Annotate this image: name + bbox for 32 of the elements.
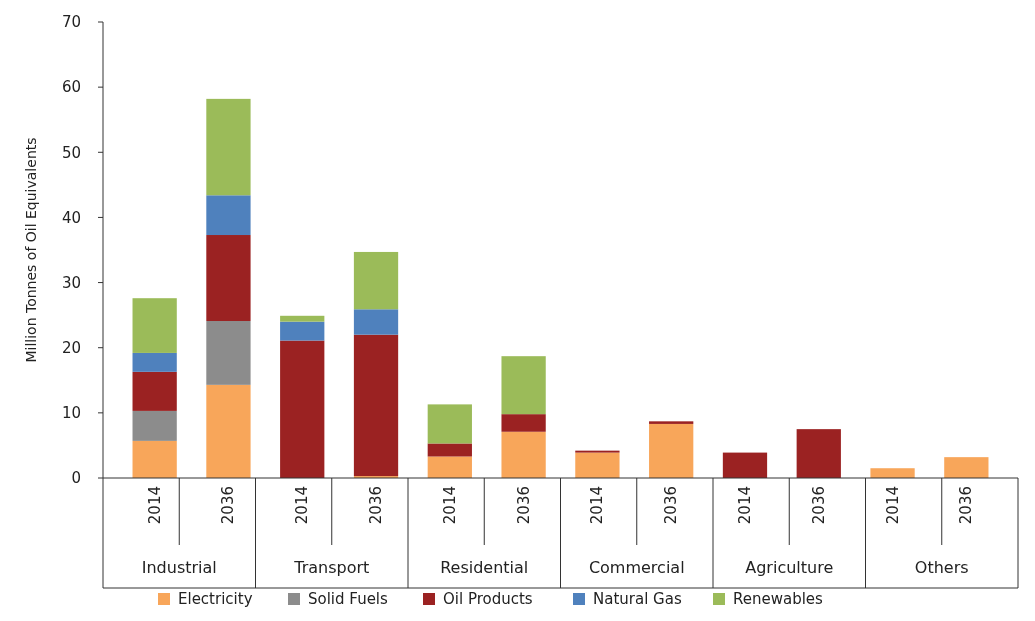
y-tick-label: 60	[61, 78, 81, 97]
text: Others	[914, 558, 969, 577]
legend-label: Natural Gas	[593, 590, 682, 609]
y-tick-label: 50	[61, 143, 81, 162]
text: Transport	[293, 558, 370, 577]
y-tick-label: 70	[61, 13, 81, 32]
legend-label: Electricity	[178, 590, 253, 609]
x-tick-label: 2036	[957, 486, 976, 525]
x-tick-label: 2014	[440, 486, 459, 525]
x-tick-label: 2014	[293, 486, 312, 525]
legend-label: Oil Products	[443, 590, 533, 609]
x-tick-label: 2036	[219, 486, 238, 525]
legend-label: Renewables	[733, 590, 824, 609]
text: Agriculture	[745, 558, 834, 577]
x-tick-label: 2014	[883, 486, 902, 525]
x-tick-label: 2036	[367, 486, 386, 525]
x-tick-label: 2014	[588, 486, 607, 525]
x-tick-label: 2014	[145, 486, 164, 525]
x-tick-label: 2036	[809, 486, 828, 525]
text: Residential	[440, 558, 529, 577]
x-tick-label: 2014	[735, 486, 754, 525]
y-tick-label: 0	[71, 469, 81, 488]
y-axis-title: Million Tonnes of Oil Equivalents	[23, 137, 39, 363]
y-tick-label: 40	[61, 208, 81, 227]
x-tick-label: 2036	[662, 486, 681, 525]
text: Industrial	[141, 558, 217, 577]
y-tick-label: 30	[61, 273, 81, 292]
x-tick-label: 2036	[514, 486, 533, 525]
legend-label: Solid Fuels	[308, 590, 389, 609]
y-tick-label: 10	[61, 404, 81, 423]
text: Commercial	[588, 558, 685, 577]
y-tick-label: 20	[61, 338, 81, 357]
